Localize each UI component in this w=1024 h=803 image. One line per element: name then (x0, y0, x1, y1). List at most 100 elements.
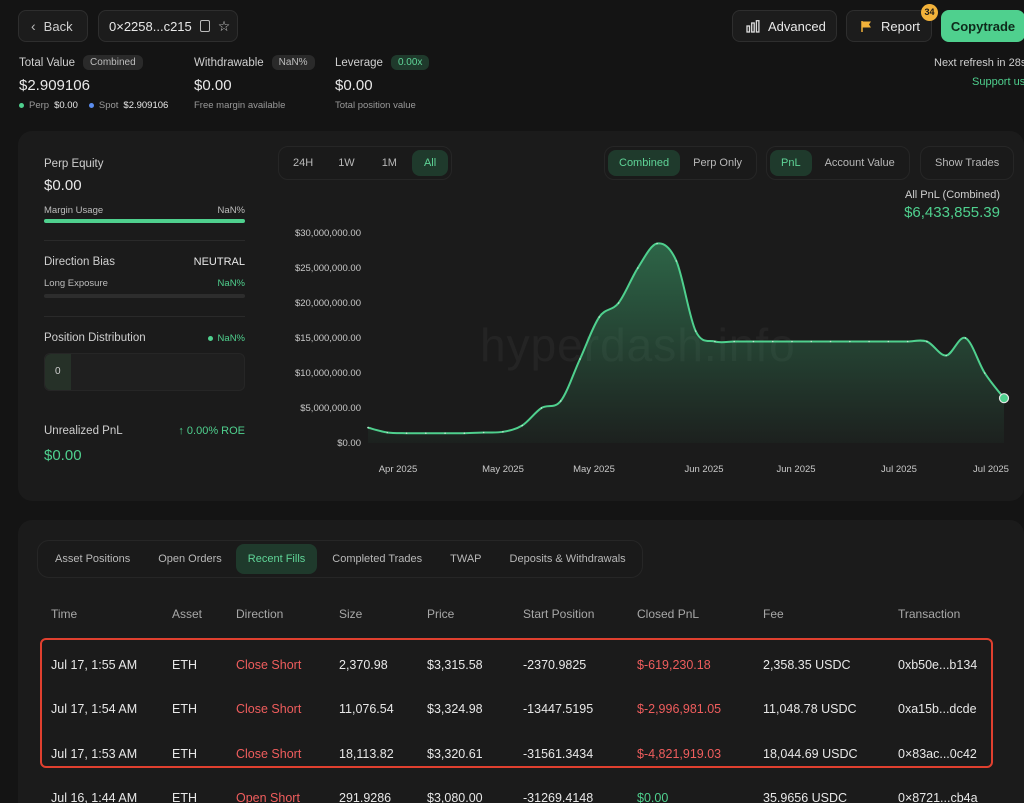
fill-transaction-link[interactable]: 0xb50e...b134 (898, 658, 978, 672)
fill-transaction-link[interactable]: 0xa15b...dcde (898, 702, 977, 716)
data-point (521, 424, 523, 427)
table-row[interactable]: Jul 17, 1:54 AM ETH Close Short 11,076.5… (0, 688, 1024, 732)
table-row[interactable]: Jul 16, 1:44 AM ETH Open Short 291.9286 … (0, 777, 1024, 803)
perp-label: Perp (29, 100, 50, 111)
fill-size: 18,113.82 (339, 747, 394, 761)
table-row[interactable]: Jul 17, 1:53 AM ETH Close Short 18,113.8… (0, 733, 1024, 777)
report-button[interactable]: Report (846, 10, 932, 42)
fill-direction: Close Short (236, 702, 302, 716)
data-point (791, 340, 793, 343)
fill-time: Jul 17, 1:55 AM (51, 658, 138, 672)
metric-pnl[interactable]: PnL (770, 150, 812, 176)
data-point (540, 407, 543, 409)
data-point (829, 340, 832, 343)
data-point (617, 302, 620, 304)
metric-account-value[interactable]: Account Value (824, 157, 895, 169)
fill-direction: Close Short (236, 747, 302, 761)
unrealized-pnl-value: $0.00 (44, 447, 82, 464)
mode-selector: Combined Perp Only (604, 146, 758, 180)
col-fee: Fee (763, 607, 784, 621)
back-button[interactable]: ‹ Back (18, 10, 88, 42)
x-tick: May 2025 (573, 464, 615, 475)
data-point (482, 431, 485, 434)
position-distribution-percent: NaN% (217, 333, 245, 344)
data-point (405, 432, 408, 435)
data-point (367, 426, 369, 429)
fill-price: $3,080.00 (427, 791, 483, 803)
y-tick: $5,000,000.00 (300, 403, 361, 414)
current-value-marker[interactable] (998, 393, 1010, 404)
leverage-sub: Total position value (335, 100, 416, 111)
fill-fee: 2,358.35 USDC (763, 658, 851, 672)
total-value-block: Total Value Combined $2.909106 Perp $0.0… (19, 55, 168, 111)
address-chip[interactable]: 0×2258...c215 ☆ (98, 10, 238, 42)
leverage-value: $0.00 (335, 77, 373, 94)
range-all[interactable]: All (411, 150, 449, 176)
table-row[interactable]: Jul 17, 1:55 AM ETH Close Short 2,370.98… (0, 644, 1024, 688)
margin-usage-bar (44, 219, 245, 223)
col-closed-pnl: Closed PnL (637, 607, 700, 621)
tab-open-orders[interactable]: Open Orders (158, 553, 222, 565)
data-point (463, 432, 466, 435)
fill-time: Jul 17, 1:54 AM (51, 702, 138, 716)
margin-usage-value: NaN% (217, 205, 245, 216)
tab-twap[interactable]: TWAP (450, 553, 482, 565)
direction-bias-label: Direction Bias (44, 256, 115, 268)
fill-closed-pnl: $0.00 (637, 791, 669, 803)
fill-size: 11,076.54 (339, 702, 394, 716)
data-point (656, 242, 658, 245)
chart-total: $6,433,855.39 (904, 204, 1000, 221)
metric-selector: PnL Account Value (766, 146, 910, 180)
range-1w[interactable]: 1W (338, 157, 355, 169)
data-point (733, 340, 735, 343)
status-dot (207, 335, 213, 341)
star-icon[interactable]: ☆ (217, 17, 231, 34)
data-point (425, 432, 427, 435)
fill-transaction-link[interactable]: 0×83ac...0c42 (898, 747, 977, 761)
fill-transaction-link[interactable]: 0×8721...cb4a (898, 791, 978, 803)
fill-size: 291.9286 (339, 791, 392, 803)
x-tick: Apr 2025 (378, 464, 418, 475)
fill-start-position: -31269.4148 (523, 791, 594, 803)
tab-recent-fills[interactable]: Recent Fills (235, 544, 318, 574)
col-time: Time (51, 607, 78, 621)
copytrade-button[interactable]: Copytrade (941, 10, 1024, 42)
withdrawable-pill: NaN% (271, 55, 315, 70)
data-point (887, 340, 890, 343)
advanced-button[interactable]: Advanced (732, 10, 837, 42)
copy-icon[interactable] (199, 20, 210, 32)
tab-asset-positions[interactable]: Asset Positions (55, 553, 131, 565)
range-1m[interactable]: 1M (381, 157, 397, 169)
tab-deposits-withdrawals[interactable]: Deposits & Withdrawals (509, 553, 626, 565)
perp-equity-value: $0.00 (44, 177, 82, 194)
col-size: Size (339, 607, 363, 621)
fill-fee: 18,044.69 USDC (763, 747, 858, 761)
data-point (637, 267, 639, 269)
range-24h[interactable]: 24H (293, 157, 314, 169)
fill-direction: Open Short (236, 791, 300, 803)
leverage-block: Leverage 0.00x $0.00 Total position valu… (335, 55, 430, 111)
distribution-count: 0 (55, 366, 61, 377)
mode-combined[interactable]: Combined (608, 150, 681, 176)
fill-asset: ETH (172, 658, 197, 672)
x-tick: Jun 2025 (684, 464, 724, 475)
fill-time: Jul 16, 1:44 AM (51, 791, 138, 803)
perp-dot (19, 103, 24, 108)
fill-price: $3,324.98 (427, 702, 483, 716)
perp-equity-label: Perp Equity (44, 158, 104, 170)
leverage-label: Leverage (335, 56, 383, 69)
perp-value: $0.00 (54, 100, 78, 111)
flag-icon (861, 20, 871, 32)
mode-perp-only[interactable]: Perp Only (693, 157, 743, 169)
y-tick: $25,000,000.00 (294, 263, 361, 274)
col-price: Price (427, 607, 455, 621)
show-trades-label: Show Trades (935, 157, 1000, 169)
withdrawable-block: Withdrawable NaN% $0.00 Free margin avai… (194, 55, 315, 111)
pnl-chart (367, 242, 1010, 443)
direction-bias-value: NEUTRAL (193, 256, 245, 268)
y-tick: $10,000,000.00 (294, 368, 361, 379)
tab-completed-trades[interactable]: Completed Trades (332, 553, 423, 565)
support-link[interactable]: Support us (972, 76, 1024, 88)
fill-size: 2,370.98 (339, 658, 388, 672)
show-trades-toggle[interactable]: Show Trades (920, 146, 1015, 180)
